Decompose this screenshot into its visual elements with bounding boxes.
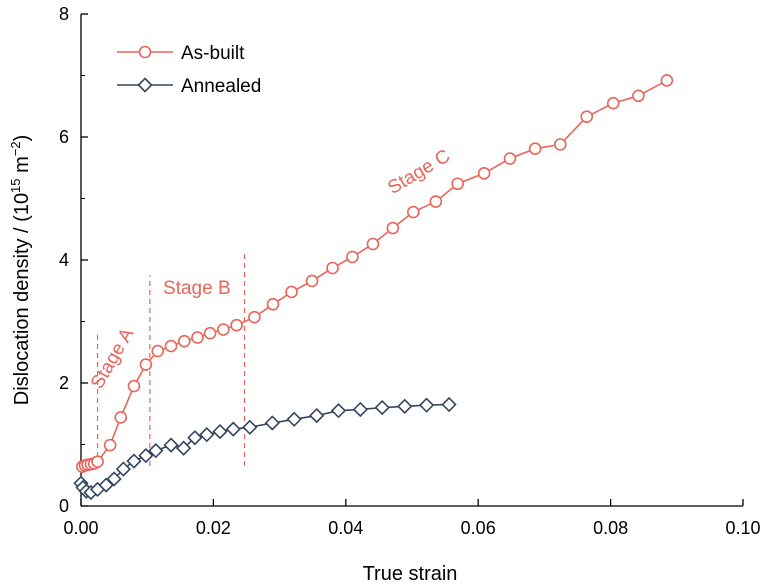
data-point [418,397,435,413]
legend: As-built Annealed [117,43,261,97]
data-point [106,471,122,487]
data-point [407,205,420,219]
data-point [248,310,261,324]
x-tick-label: 0.04 [328,518,363,538]
data-point [163,437,179,453]
data-point [330,403,347,419]
data-point [177,334,191,348]
data-point [217,323,230,336]
x-tick-label: 0.08 [593,518,628,538]
data-point [660,74,674,87]
data-point [148,443,164,459]
stage-boundary-lines [96,250,246,467]
data-point [126,453,142,469]
data-point [309,407,325,424]
y-axis-label-close: ) [11,135,33,142]
y-axis-label-exponent: 15 [8,178,23,192]
x-tick-label: 0.02 [196,518,231,538]
data-point [352,401,368,418]
data-point [503,152,517,165]
legend-label: As-built [181,43,245,64]
y-tick-label: 6 [59,127,69,147]
data-point [230,318,243,332]
y-tick-label: 8 [59,4,69,24]
series-layer [73,74,674,501]
data-point [127,379,141,393]
data-point [553,138,567,151]
data-point [103,438,117,452]
data-point [528,142,542,155]
data-point [175,440,192,456]
data-point [115,461,131,477]
data-point [477,166,491,180]
series-line [80,403,450,494]
data-point [326,261,339,275]
stage-label: Stage C [384,146,454,199]
data-point [138,447,154,464]
y-axis-label: Dislocation density / (1015 m−2) [8,135,33,406]
legend-item-annealed: Annealed [117,76,261,97]
x-tick-label: 0.00 [63,518,98,538]
y-tick-label: 0 [59,496,69,516]
data-point [187,430,203,446]
data-point [451,177,464,191]
data-point [203,326,217,340]
data-point [212,423,228,440]
series-as-built [76,74,674,473]
x-tick-label: 0.10 [725,518,760,538]
data-point [199,427,215,443]
y-tick-label: 2 [59,373,69,393]
data-point [164,339,178,353]
x-axis-label: True strain [363,563,458,584]
data-point [374,399,390,416]
data-point [191,331,204,344]
data-point [386,221,400,235]
y-tick-label: 4 [59,250,69,270]
data-point [242,419,258,435]
data-point [366,237,380,251]
data-point [91,455,104,469]
data-point [266,297,280,311]
data-point [632,89,645,103]
legend-label: Annealed [181,76,261,97]
data-point [305,274,319,288]
y-axis-label-unit: m [11,156,33,178]
data-point [580,110,594,124]
legend-item-as-built: As-built [117,43,245,64]
data-point [139,358,153,371]
x-tick-label: 0.06 [461,518,496,538]
axes: 0.00 0.02 0.04 0.06 0.08 0.10 0 2 4 6 8 [59,4,761,538]
data-point [286,411,302,427]
data-point [606,96,620,110]
y-axis-label-unit-exponent: −2 [8,141,23,156]
data-point [441,396,457,413]
data-point [264,415,280,431]
y-axis-label-main: Dislocation density / (10 [11,193,33,405]
data-point [397,398,413,415]
data-point [429,195,443,208]
series-annealed [73,396,457,501]
legend-marker [137,77,153,93]
stage-label: Stage B [163,278,231,299]
data-point [225,421,241,437]
data-point [285,285,298,299]
data-point [151,344,165,358]
data-point [114,411,128,424]
legend-marker [138,45,152,59]
data-point [346,250,359,264]
